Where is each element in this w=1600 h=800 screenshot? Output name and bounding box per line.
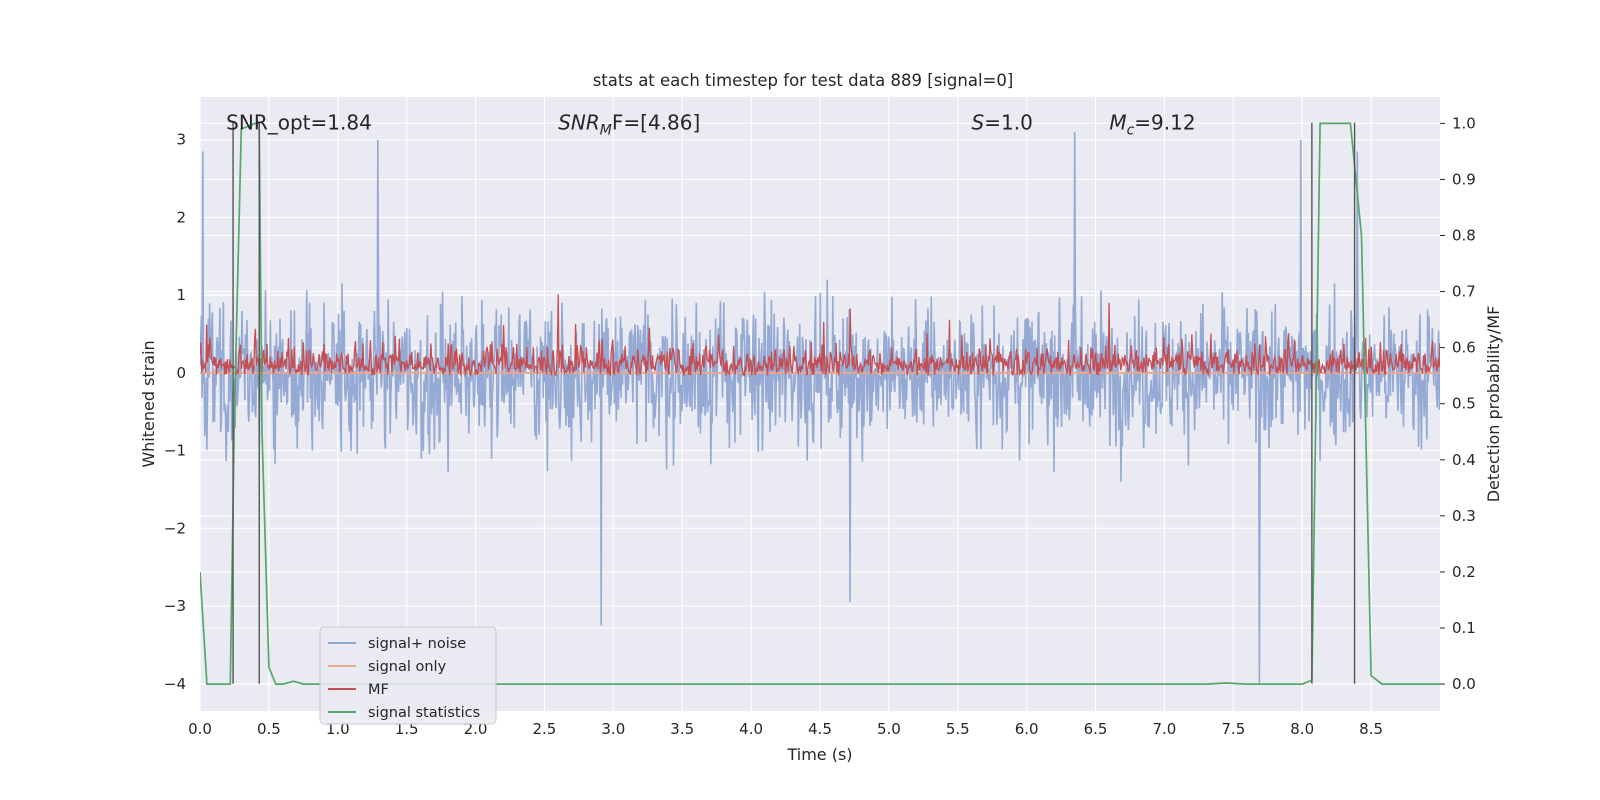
x-tick-label: 3.0 [601, 720, 625, 738]
annotation: S=1.0 [972, 111, 1033, 135]
y-tick-label-right: 0.0 [1452, 675, 1476, 693]
x-tick-label: 2.5 [533, 720, 557, 738]
x-tick-label: 6.0 [1015, 720, 1039, 738]
y-axis-right: 0.0 0.1 0.2 0.3 0.4 0.5 0.6 0.7 0.8 0.9 1.0 [1440, 114, 1476, 693]
x-tick-label: 6.5 [1084, 720, 1108, 738]
y-axis-left: −4 −3 −2 −1 0 1 2 3 [164, 131, 186, 693]
y-tick-label-left: −3 [164, 597, 186, 615]
annotation: SNRMF=[4.86] [558, 111, 700, 139]
x-tick-label: 4.0 [739, 720, 763, 738]
y-tick-label-left: −2 [164, 519, 186, 537]
y-tick-label-left: 1 [176, 286, 186, 304]
x-axis: 0.0 0.5 1.0 1.5 2.0 2.5 3.0 3.5 4.0 4.5 5.0 5.5 6.0 6… [188, 720, 1383, 738]
legend-box [319, 626, 497, 725]
x-tick-label: 7.0 [1153, 720, 1177, 738]
legend: signal+ noise signal only MF signal statist… [319, 626, 497, 725]
y-tick-label-right: 0.3 [1452, 507, 1476, 525]
y-tick-label-left: 3 [176, 131, 186, 149]
y-tick-label-right: 0.5 [1452, 395, 1476, 413]
x-tick-label: 7.5 [1221, 720, 1245, 738]
annotations: SNR_opt=1.84 SNRMF=[4.86] S=1.0 Mc=9.12 [226, 111, 1195, 139]
x-tick-label: 0.5 [257, 720, 281, 738]
y-tick-label-left: −1 [164, 442, 186, 460]
legend-label: signal+ noise [368, 636, 466, 652]
legend-label: MF [368, 682, 389, 698]
y-axis-title-right: Detection probability/MF [1484, 306, 1503, 503]
series-signal-statistics-line [200, 122, 1440, 685]
x-tick-label: 8.0 [1290, 720, 1314, 738]
series-signal-noise-line [200, 131, 1440, 684]
series-mf-line [200, 294, 1440, 377]
series-group [200, 122, 1440, 685]
y-tick-label-right: 0.2 [1452, 563, 1476, 581]
x-tick-label: 8.5 [1359, 720, 1383, 738]
x-axis-title: Time (s) [786, 745, 852, 764]
x-tick-label: 4.5 [808, 720, 832, 738]
annotation: SNR_opt=1.84 [226, 111, 372, 135]
legend-label: signal statistics [368, 705, 480, 721]
y-tick-label-left: −4 [164, 675, 186, 693]
x-tick-label: 3.5 [670, 720, 694, 738]
y-tick-label-right: 0.8 [1452, 227, 1476, 245]
legend-label: signal only [368, 659, 447, 675]
y-tick-label-right: 0.4 [1452, 451, 1476, 469]
chart-title: stats at each timestep for test data 889… [593, 71, 1014, 90]
x-tick-label: 5.0 [877, 720, 901, 738]
y-tick-label-right: 0.9 [1452, 170, 1476, 188]
y-tick-label-left: 2 [176, 208, 186, 226]
y-tick-label-right: 1.0 [1452, 114, 1476, 132]
y-axis-title-left: Whitened strain [139, 340, 158, 467]
y-tick-label-right: 0.7 [1452, 283, 1476, 301]
y-tick-label-left: 0 [176, 364, 186, 382]
annotation: Mc=9.12 [1109, 111, 1195, 139]
x-tick-label: 0.0 [188, 720, 212, 738]
y-tick-label-right: 0.6 [1452, 339, 1476, 357]
y-tick-label-right: 0.1 [1452, 619, 1476, 637]
x-tick-label: 5.5 [946, 720, 970, 738]
